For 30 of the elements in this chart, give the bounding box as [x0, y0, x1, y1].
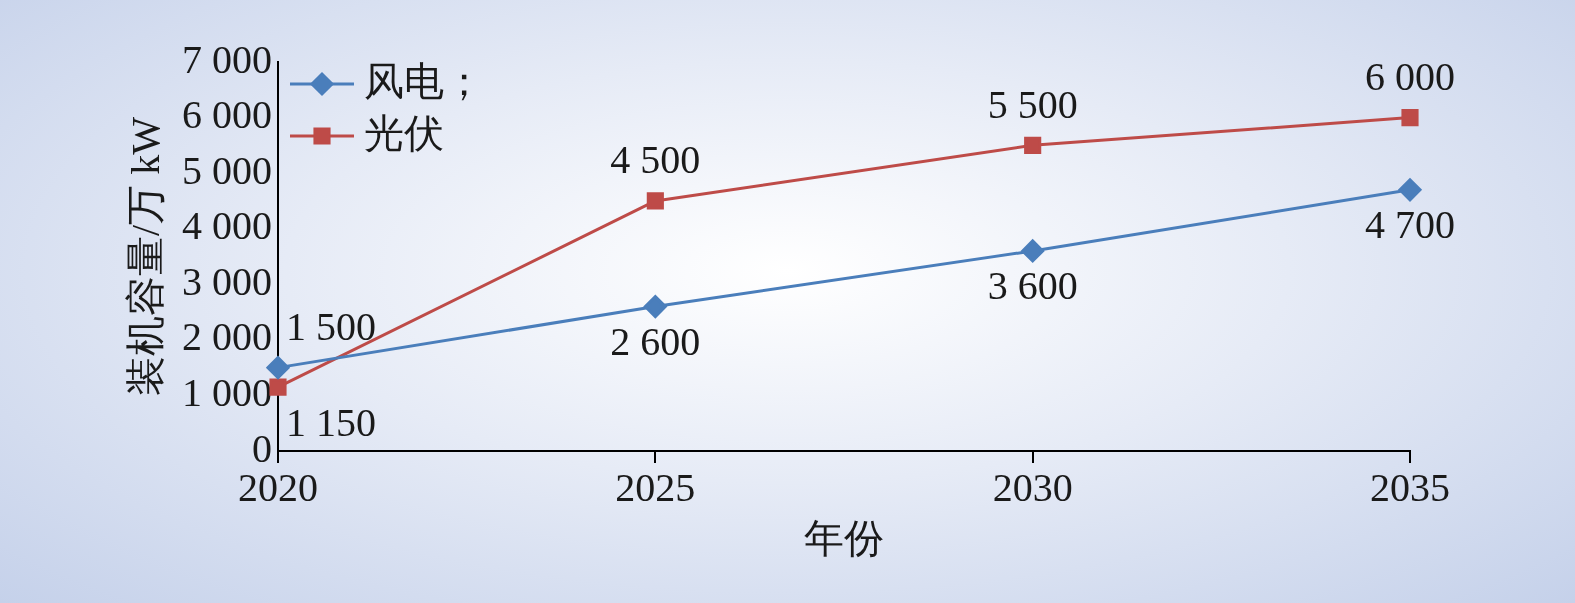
x-axis-title: 年份	[804, 515, 884, 561]
point	[643, 295, 667, 319]
x-tick-label: 2030	[992, 464, 1073, 510]
x-tick-label: 2035	[1370, 464, 1450, 510]
point	[1024, 136, 1042, 154]
y-tick-label: 3 000	[182, 258, 272, 304]
point	[1401, 109, 1419, 127]
data-label: 1 500	[286, 304, 376, 350]
y-tick-label: 4 000	[182, 203, 272, 249]
legend-label: 风电；	[364, 58, 484, 104]
point	[269, 378, 287, 396]
point	[266, 356, 290, 380]
y-axis-title: 装机容量/万 kW	[122, 116, 168, 396]
point	[646, 192, 664, 210]
data-label: 2 600	[610, 319, 701, 365]
point	[1021, 239, 1045, 263]
data-label: 3 600	[987, 263, 1078, 309]
x-tick-label: 2025	[615, 464, 696, 510]
data-label: 1 150	[286, 399, 376, 445]
data-label: 4 500	[610, 137, 701, 183]
legend-label: 光伏	[364, 110, 444, 156]
data-label: 4 700	[1365, 202, 1455, 248]
y-tick-label: 5 000	[182, 147, 272, 193]
y-tick-label: 6 000	[182, 92, 272, 138]
y-tick-label: 1 000	[182, 369, 272, 415]
point	[1398, 178, 1422, 202]
y-tick-label: 7 000	[182, 36, 272, 82]
data-label: 6 000	[1365, 54, 1455, 100]
y-tick-label: 2 000	[182, 314, 272, 360]
data-label: 5 500	[987, 81, 1078, 127]
